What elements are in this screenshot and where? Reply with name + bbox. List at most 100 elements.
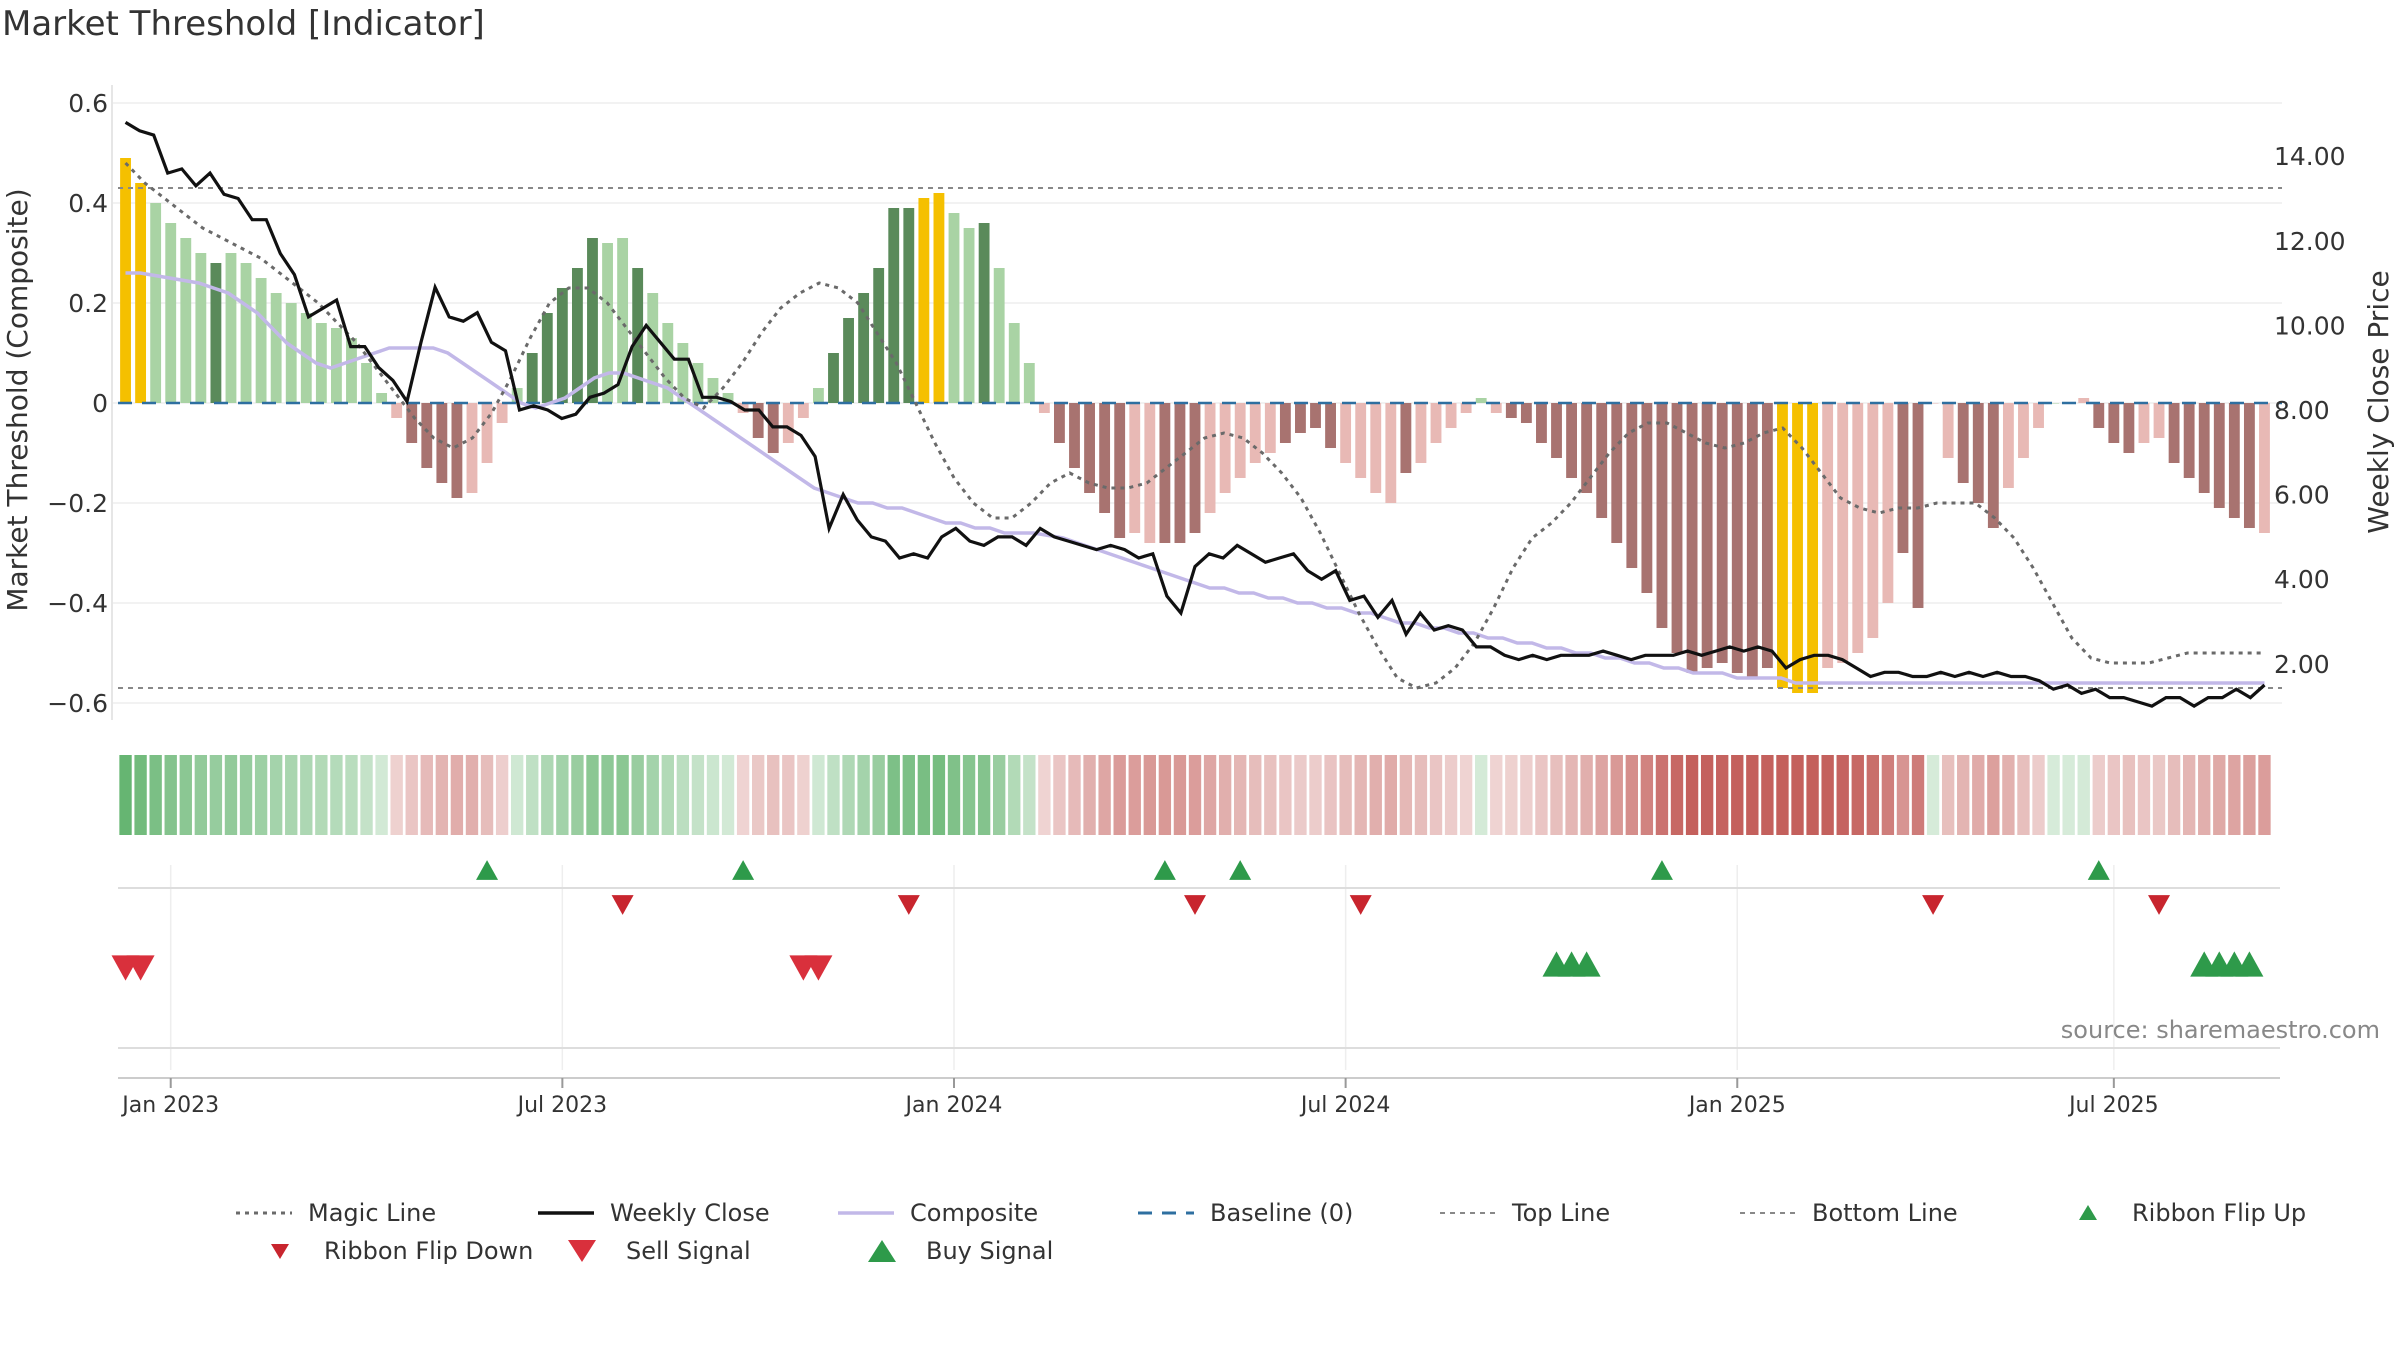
ribbon-cell: [857, 755, 870, 835]
ribbon-cell: [1866, 755, 1880, 835]
ribbon-cell: [1429, 755, 1443, 835]
ribbon-cell: [209, 755, 223, 835]
composite-bar: [707, 378, 719, 403]
ribbon-cell: [1128, 755, 1141, 835]
legend-item: Ribbon Flip Up: [2058, 1195, 2306, 1231]
ribbon-cell: [285, 755, 298, 835]
composite-bar: [1957, 403, 1969, 483]
composite-bar: [451, 403, 463, 498]
ribbon-cell: [375, 755, 388, 835]
ribbon-cell: [571, 755, 584, 835]
composite-bar: [1054, 403, 1065, 443]
legend-swatch: [868, 1240, 896, 1262]
legend-swatch: [568, 1240, 596, 1262]
composite-bar: [2228, 403, 2240, 518]
composite-line: [125, 271, 2265, 685]
legend-item: Buy Signal: [852, 1233, 1053, 1269]
legend-swatch: [1440, 1212, 1496, 1214]
composite-bar: [541, 313, 553, 403]
composite-bar: [602, 243, 613, 403]
composite-bar: [496, 403, 508, 423]
ribbon-cell: [435, 755, 449, 835]
ribbon-cell: [495, 755, 509, 835]
composite-bar: [1114, 403, 1126, 538]
composite-bar: [1716, 403, 1728, 663]
ribbon-cell: [1926, 755, 1940, 835]
composite-bar: [1837, 403, 1849, 663]
composite-bar: [406, 403, 418, 443]
ribbon-cell: [872, 755, 885, 835]
composite-bar: [1023, 363, 1035, 403]
source-credit: source: sharemaestro.com: [2060, 1016, 2380, 1044]
composite-bar: [1310, 403, 1321, 428]
ribbon-cell: [736, 755, 750, 835]
ribbon-cell: [1384, 755, 1397, 835]
legend-label: Weekly Close: [610, 1199, 770, 1227]
composite-bar: [1490, 403, 1502, 413]
ribbon-cell: [601, 755, 614, 835]
composite-bar: [2002, 403, 2014, 488]
legend-item: Composite: [836, 1195, 1038, 1231]
ribbon-cell: [2062, 755, 2075, 835]
ribbon-cell: [2228, 755, 2241, 835]
ribbon-flip-up-marker: [1650, 860, 1673, 880]
ribbon-cell: [1535, 755, 1548, 835]
ribbon-cell: [1324, 755, 1337, 835]
ribbon-cell: [1098, 755, 1111, 835]
composite-bar: [2183, 403, 2195, 478]
ribbon-cell: [993, 755, 1006, 835]
ribbon-cell: [1881, 755, 1895, 835]
ribbon-cell: [917, 755, 931, 835]
ribbon-cell: [616, 755, 629, 835]
composite-bar: [2138, 403, 2150, 443]
ribbon-cell: [2002, 755, 2015, 835]
composite-bar: [1581, 403, 1593, 493]
ribbon-cell: [1595, 755, 1608, 835]
ribbon-cell: [1188, 755, 1202, 835]
composite-bar: [1445, 403, 1457, 428]
composite-bar: [1520, 403, 1532, 423]
ribbon-cell: [1896, 755, 1910, 835]
legend-item: Baseline (0): [1136, 1195, 1353, 1231]
x-tick-label: Jan 2025: [1687, 1093, 1786, 1118]
ribbon-cell: [2017, 755, 2030, 835]
ribbon-cell: [1911, 755, 1925, 835]
legend-label: Sell Signal: [626, 1237, 751, 1265]
composite-bar: [1084, 403, 1095, 493]
y-right-tick-label: 6.00: [2274, 481, 2330, 510]
ribbon-cell: [1158, 755, 1172, 835]
composite-bar: [481, 403, 493, 463]
composite-bar: [1475, 398, 1487, 403]
ribbon-cell: [1806, 755, 1819, 835]
composite-bar: [1355, 403, 1367, 478]
ribbon-cell: [1941, 755, 1955, 835]
ribbon-cell: [1218, 755, 1232, 835]
ribbon-cell: [2198, 755, 2211, 835]
legend-item: Magic Line: [234, 1195, 436, 1231]
composite-bar: [1746, 403, 1758, 678]
composite-bar: [918, 198, 930, 403]
ribbon-cell: [1957, 755, 1970, 835]
legend-swatch: [271, 1244, 289, 1259]
composite-bar: [2033, 403, 2044, 428]
ribbon-cell: [2047, 755, 2060, 835]
y-right-tick-label: 8.00: [2274, 396, 2330, 425]
ribbon-cell: [676, 755, 690, 835]
composite-bar: [1536, 403, 1547, 443]
ribbon-cell: [977, 755, 991, 835]
ribbon-flip-down-marker: [1184, 895, 1206, 915]
composite-bar: [1626, 403, 1638, 568]
ribbon-cell: [119, 755, 132, 835]
composite-bar: [1460, 403, 1472, 413]
ribbon-cell: [2032, 755, 2045, 835]
composite-bar: [240, 263, 252, 403]
composite-bar: [933, 193, 945, 403]
ribbon-cell: [1309, 755, 1322, 835]
ribbon-cell: [1731, 755, 1744, 835]
ribbon-cell: [2258, 755, 2271, 835]
composite-bar: [1671, 403, 1683, 653]
legend-item: Weekly Close: [536, 1195, 770, 1231]
composite-bar: [873, 268, 885, 403]
legend-swatch: [838, 1211, 894, 1215]
composite-bar: [270, 293, 282, 403]
